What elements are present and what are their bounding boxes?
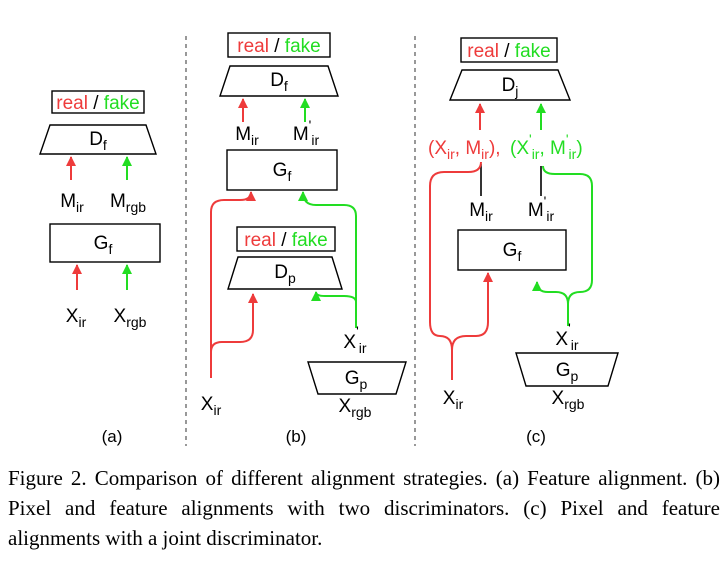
input-x-ir-a: Xir <box>66 306 87 330</box>
svg-text:Gf: Gf <box>503 240 522 264</box>
feature-m-ir-prime-b: M'ir <box>293 117 320 148</box>
generator-p-c <box>515 352 619 387</box>
feature-m-ir-c: Mir <box>469 200 493 224</box>
realfake-label-a: real / fake <box>56 93 139 114</box>
svg-text:Gp: Gp <box>556 360 579 384</box>
svg-text:Df: Df <box>270 70 288 94</box>
discriminator-f-a <box>39 124 157 155</box>
generator-f-c <box>457 229 567 271</box>
panel-label-b: (b) <box>286 427 307 446</box>
input-x-rgb-a: Xrgb <box>114 306 147 330</box>
realfake-label-c: real / fake <box>467 41 550 62</box>
realfake-label-b-top: real / fake <box>237 36 320 57</box>
feature-m-rgb-a: Mrgb <box>110 191 146 215</box>
svg-text:Gf: Gf <box>273 160 292 184</box>
panel-label-a: (a) <box>102 427 123 446</box>
x-ir-prime-b: X'ir <box>343 323 366 356</box>
panel-b: real / fake Df Mir M'ir Gf real / fake D… <box>201 32 407 446</box>
svg-text:Dj: Dj <box>502 75 519 99</box>
figure-caption: Figure 2. Comparison of different alignm… <box>8 466 720 550</box>
pair-fake-c: (X'ir, M'ir) <box>510 131 583 162</box>
input-x-rgb-c: Xrgb <box>552 388 585 412</box>
svg-text:Gf: Gf <box>94 233 113 257</box>
panel-c: real / fake Dj (Xir, Mir), (X'ir, M'ir) … <box>428 37 619 446</box>
feature-m-ir-prime-c: M'ir <box>528 193 555 224</box>
discriminator-f-b <box>219 65 339 97</box>
x-ir-prime-c: X'ir <box>555 320 578 353</box>
input-x-rgb-b: Xrgb <box>339 396 372 420</box>
discriminator-j-c <box>448 69 572 101</box>
panel-a: real / fake Df Mir Mrgb Gf Xir Xrgb (a) <box>39 90 161 446</box>
input-x-ir-b: Xir <box>201 394 222 418</box>
generator-p-b <box>307 361 407 395</box>
realfake-label-b-mid: real / fake <box>244 230 327 251</box>
pair-real-c: (Xir, Mir), <box>428 138 501 162</box>
panel-label-c: (c) <box>526 427 546 446</box>
feature-m-ir-b: Mir <box>235 124 259 148</box>
feature-m-ir-a: Mir <box>60 191 84 215</box>
svg-text:Df: Df <box>89 129 107 153</box>
generator-f-a <box>49 223 161 263</box>
discriminator-p-b <box>227 256 343 290</box>
input-x-ir-c: Xir <box>443 388 464 412</box>
generator-f-b <box>226 149 338 191</box>
alignment-diagram: real / fake Df Mir Mrgb Gf Xir Xrgb (a) … <box>39 32 619 446</box>
svg-text:Gp: Gp <box>345 368 368 392</box>
svg-text:Dp: Dp <box>274 262 296 286</box>
